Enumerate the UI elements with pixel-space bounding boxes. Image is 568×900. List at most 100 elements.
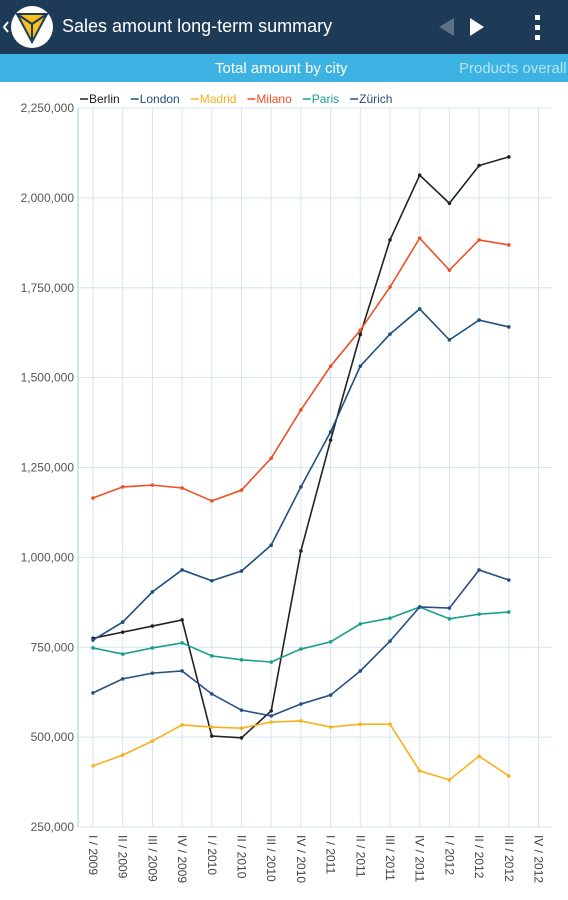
data-point xyxy=(91,638,95,642)
data-point xyxy=(388,639,392,643)
data-point xyxy=(299,408,303,412)
data-point xyxy=(328,430,333,434)
data-point xyxy=(328,364,333,368)
data-point xyxy=(507,774,511,778)
data-point xyxy=(210,578,214,583)
data-point xyxy=(120,630,125,634)
data-point xyxy=(388,616,392,620)
data-point xyxy=(239,569,244,573)
tab[interactable]: Total amount by city xyxy=(215,60,348,77)
data-point xyxy=(417,173,422,178)
app-bar: Sales amount long-term summary xyxy=(0,0,568,54)
data-point xyxy=(120,652,125,656)
data-point xyxy=(447,338,452,342)
x-tick-label: III / 2012 xyxy=(502,835,516,882)
legend-label: Madrid xyxy=(200,92,237,106)
y-tick-label: 1,750,000 xyxy=(21,281,75,295)
data-point xyxy=(150,483,155,487)
data-point xyxy=(239,736,244,740)
app-title: Sales amount long-term summary xyxy=(62,16,333,36)
x-tick-label: III / 2011 xyxy=(383,835,397,881)
y-tick-label: 2,000,000 xyxy=(21,191,75,205)
legend-item: Milano xyxy=(247,92,292,106)
data-point xyxy=(210,734,214,738)
data-point xyxy=(150,590,155,594)
data-point xyxy=(299,719,303,723)
legend-label: Zürich xyxy=(359,92,392,106)
data-point xyxy=(269,456,274,460)
x-tick-label: IV / 2009 xyxy=(175,835,189,883)
data-point xyxy=(180,568,184,572)
data-point xyxy=(477,238,481,242)
data-point xyxy=(358,332,363,337)
data-point xyxy=(358,328,363,332)
data-point xyxy=(299,485,303,489)
x-tick-label: II / 2011 xyxy=(353,835,367,878)
data-point xyxy=(328,438,333,442)
legend-label: London xyxy=(140,92,180,106)
legend-item: Berlin xyxy=(80,92,120,106)
data-point xyxy=(150,671,155,675)
x-tick-label: IV / 2011 xyxy=(413,835,427,882)
legend-label: Milano xyxy=(256,92,292,106)
legend-item: Zürich xyxy=(350,92,392,106)
legend-item: Madrid xyxy=(190,92,237,106)
data-point xyxy=(91,691,95,695)
data-point xyxy=(507,610,511,614)
y-tick-label: 1,250,000 xyxy=(21,461,75,475)
prev-button[interactable] xyxy=(439,18,454,36)
data-point xyxy=(269,709,274,713)
data-point xyxy=(210,499,214,503)
data-point xyxy=(358,364,363,368)
data-point xyxy=(180,723,184,727)
data-point xyxy=(299,549,303,553)
x-tick-label: II / 2009 xyxy=(116,835,130,879)
x-tick-label: II / 2010 xyxy=(235,835,249,879)
data-point xyxy=(269,543,274,547)
data-point xyxy=(180,641,184,645)
data-point xyxy=(447,617,452,621)
data-point xyxy=(388,722,392,726)
data-point xyxy=(328,693,333,697)
data-point xyxy=(299,702,303,706)
data-point xyxy=(447,268,452,272)
data-point xyxy=(91,646,95,650)
data-point xyxy=(358,622,363,626)
y-tick-label: 750,000 xyxy=(31,640,75,654)
legend-item: London xyxy=(130,92,180,106)
data-point xyxy=(210,654,214,658)
data-point xyxy=(447,606,452,610)
data-point xyxy=(239,726,244,730)
data-point xyxy=(269,720,274,724)
data-point xyxy=(477,318,481,322)
data-point xyxy=(507,243,511,247)
next-button[interactable] xyxy=(470,18,484,36)
x-tick-label: I / 2012 xyxy=(442,835,456,875)
logo[interactable] xyxy=(0,0,60,54)
data-point xyxy=(417,769,422,773)
y-tick-label: 250,000 xyxy=(31,820,75,834)
legend-label: Berlin xyxy=(89,92,120,106)
x-tick-label: IV / 2012 xyxy=(532,835,546,883)
data-point xyxy=(210,692,214,696)
data-point xyxy=(269,660,274,664)
data-point xyxy=(210,725,214,729)
chart: 250,000 500,000 750,000 1,000,000 1,250,000 1… xyxy=(21,92,552,883)
data-point xyxy=(269,714,274,718)
x-tick-label: III / 2010 xyxy=(264,835,278,882)
data-point xyxy=(388,285,392,289)
y-tick-label: 500,000 xyxy=(31,730,75,744)
data-point xyxy=(239,488,244,492)
data-point xyxy=(417,236,422,240)
data-point xyxy=(417,307,422,311)
data-point xyxy=(477,163,481,168)
data-point xyxy=(507,155,511,159)
x-tick-label: IV / 2010 xyxy=(294,835,308,883)
data-point xyxy=(447,201,452,206)
tab[interactable]: Products overall xyxy=(459,60,567,77)
data-point xyxy=(180,486,184,490)
data-point xyxy=(388,332,392,336)
data-point xyxy=(477,754,481,758)
menu-button[interactable] xyxy=(535,15,540,40)
